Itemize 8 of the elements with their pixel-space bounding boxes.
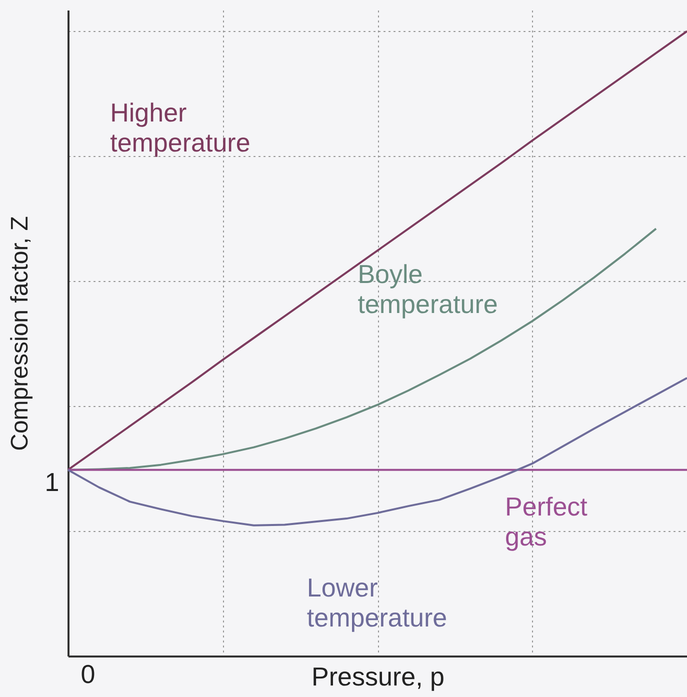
series-label: Lower temperature	[306, 572, 448, 632]
series-label: Boyle temperature	[358, 258, 498, 319]
y-axis-title: Compression factor, Z	[6, 216, 34, 451]
x-axis-title: Pressure, p	[312, 662, 444, 692]
text: 1	[44, 467, 60, 497]
text: 0	[80, 659, 96, 689]
series-label: Perfect gas	[505, 492, 588, 552]
text: Higher temperature	[110, 97, 250, 158]
